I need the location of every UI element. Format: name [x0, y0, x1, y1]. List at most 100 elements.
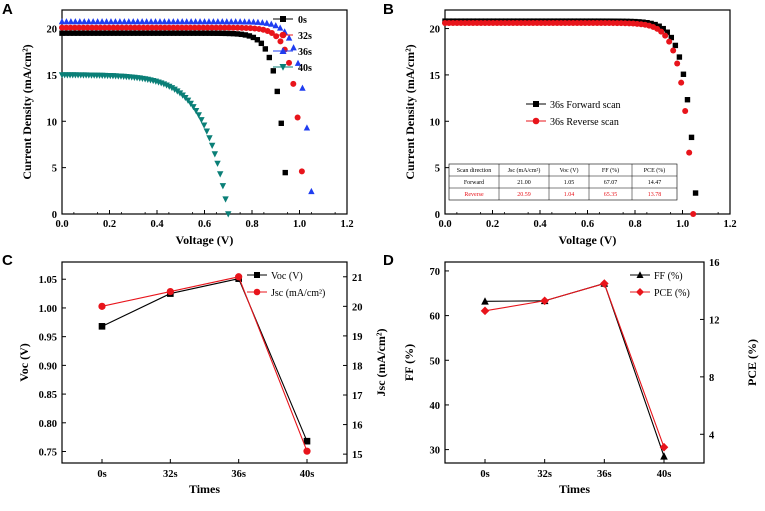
- legend-item: 36s: [273, 47, 312, 58]
- data-point: [179, 18, 186, 25]
- legend-label: Jsc (mA/cm²): [271, 288, 325, 299]
- data-point: [143, 18, 150, 25]
- legend-marker: [532, 117, 540, 125]
- data-point: [682, 107, 689, 114]
- data-point: [123, 24, 130, 31]
- y-tick-label: 5: [52, 164, 57, 175]
- data-point: [540, 296, 549, 306]
- x-tick-label: 0.4: [150, 219, 164, 230]
- series-jsc-ma-cm-: [98, 273, 311, 455]
- data-point: [186, 30, 193, 36]
- legend-item: Jsc (mA/cm²): [247, 288, 325, 299]
- data-point: [481, 297, 489, 305]
- data-point: [195, 112, 202, 119]
- legend-item: 0s: [273, 15, 307, 26]
- legend-marker: [636, 288, 644, 296]
- panel-letter-c: C: [2, 252, 13, 269]
- data-point: [67, 18, 75, 25]
- data-point: [690, 211, 697, 217]
- data-point: [72, 18, 79, 25]
- data-point: [79, 30, 85, 36]
- data-point: [680, 71, 687, 77]
- y-right-tick-label: 4: [709, 430, 715, 441]
- data-point: [183, 24, 190, 31]
- data-point: [254, 18, 262, 25]
- data-point: [664, 29, 670, 35]
- data-point: [75, 30, 81, 36]
- data-point: [88, 24, 95, 31]
- data-point: [165, 18, 173, 25]
- x-tick-label: 0s: [97, 469, 106, 480]
- data-point: [103, 30, 109, 36]
- data-point: [196, 24, 203, 31]
- data-point: [210, 18, 217, 25]
- data-point: [110, 24, 117, 31]
- series-line: [101, 276, 308, 452]
- data-point: [254, 37, 261, 43]
- data-point: [192, 107, 200, 115]
- data-point: [258, 40, 265, 47]
- x-tick-label: 1.0: [676, 219, 689, 230]
- data-point: [241, 18, 248, 25]
- data-point: [238, 24, 245, 31]
- data-point: [652, 21, 658, 28]
- data-point: [81, 18, 88, 25]
- data-point: [672, 42, 679, 49]
- data-point: [205, 18, 213, 25]
- data-point: [182, 30, 189, 36]
- plot-frame: [444, 261, 705, 464]
- y-left-tick-label: 1.00: [39, 304, 57, 315]
- data-point: [174, 30, 181, 36]
- data-point: [303, 124, 311, 131]
- y-right-tick-label: 16: [352, 421, 363, 432]
- x-tick-label: 0.0: [55, 219, 68, 230]
- data-point: [263, 19, 271, 26]
- data-point: [127, 30, 133, 36]
- y-right-tick-label: 16: [709, 258, 720, 269]
- table-cell: 14.47: [648, 180, 662, 186]
- data-point: [59, 24, 65, 31]
- data-point: [277, 38, 284, 45]
- data-point: [154, 30, 161, 36]
- data-point: [286, 59, 293, 66]
- data-point: [214, 30, 221, 36]
- data-point: [131, 30, 137, 36]
- data-point: [480, 306, 490, 316]
- data-point: [303, 437, 311, 445]
- data-point: [103, 18, 110, 25]
- data-point: [118, 24, 125, 31]
- table-header: FF (%): [602, 167, 619, 174]
- data-point: [230, 30, 237, 37]
- data-point: [676, 54, 683, 60]
- data-point: [98, 302, 106, 310]
- data-point: [272, 22, 279, 29]
- chart-b: 0.0 0.2 0.4 0.6 0.8 1.0 1.2 0 5 10 15 20 Voltage (V)…: [403, 9, 737, 247]
- y-tick-label: 20: [47, 25, 58, 36]
- data-point: [659, 442, 669, 452]
- y-left-tick-label: 30: [430, 446, 441, 457]
- x-tick-label: 36s: [597, 469, 612, 480]
- data-point: [221, 24, 228, 31]
- legend-label: 0s: [298, 15, 307, 26]
- data-point: [138, 18, 146, 25]
- data-point: [94, 18, 101, 25]
- data-point: [152, 18, 159, 25]
- legend-label: 36s Forward scan: [550, 100, 621, 111]
- data-point: [658, 28, 665, 35]
- data-point: [116, 18, 124, 25]
- table-header: Voc (V): [559, 167, 578, 174]
- data-point: [660, 25, 666, 32]
- data-point: [238, 31, 245, 38]
- series-line: [484, 282, 665, 457]
- data-point: [127, 24, 134, 31]
- y-tick-label: 15: [430, 71, 441, 82]
- data-point: [268, 20, 275, 27]
- x-tick-label: 40s: [657, 469, 672, 480]
- x-tick-label: 1.2: [340, 219, 353, 230]
- data-point: [219, 183, 227, 190]
- data-point: [107, 30, 113, 36]
- data-point: [192, 18, 199, 25]
- data-point: [161, 18, 168, 25]
- legend-marker: [279, 47, 287, 54]
- data-point: [171, 86, 178, 93]
